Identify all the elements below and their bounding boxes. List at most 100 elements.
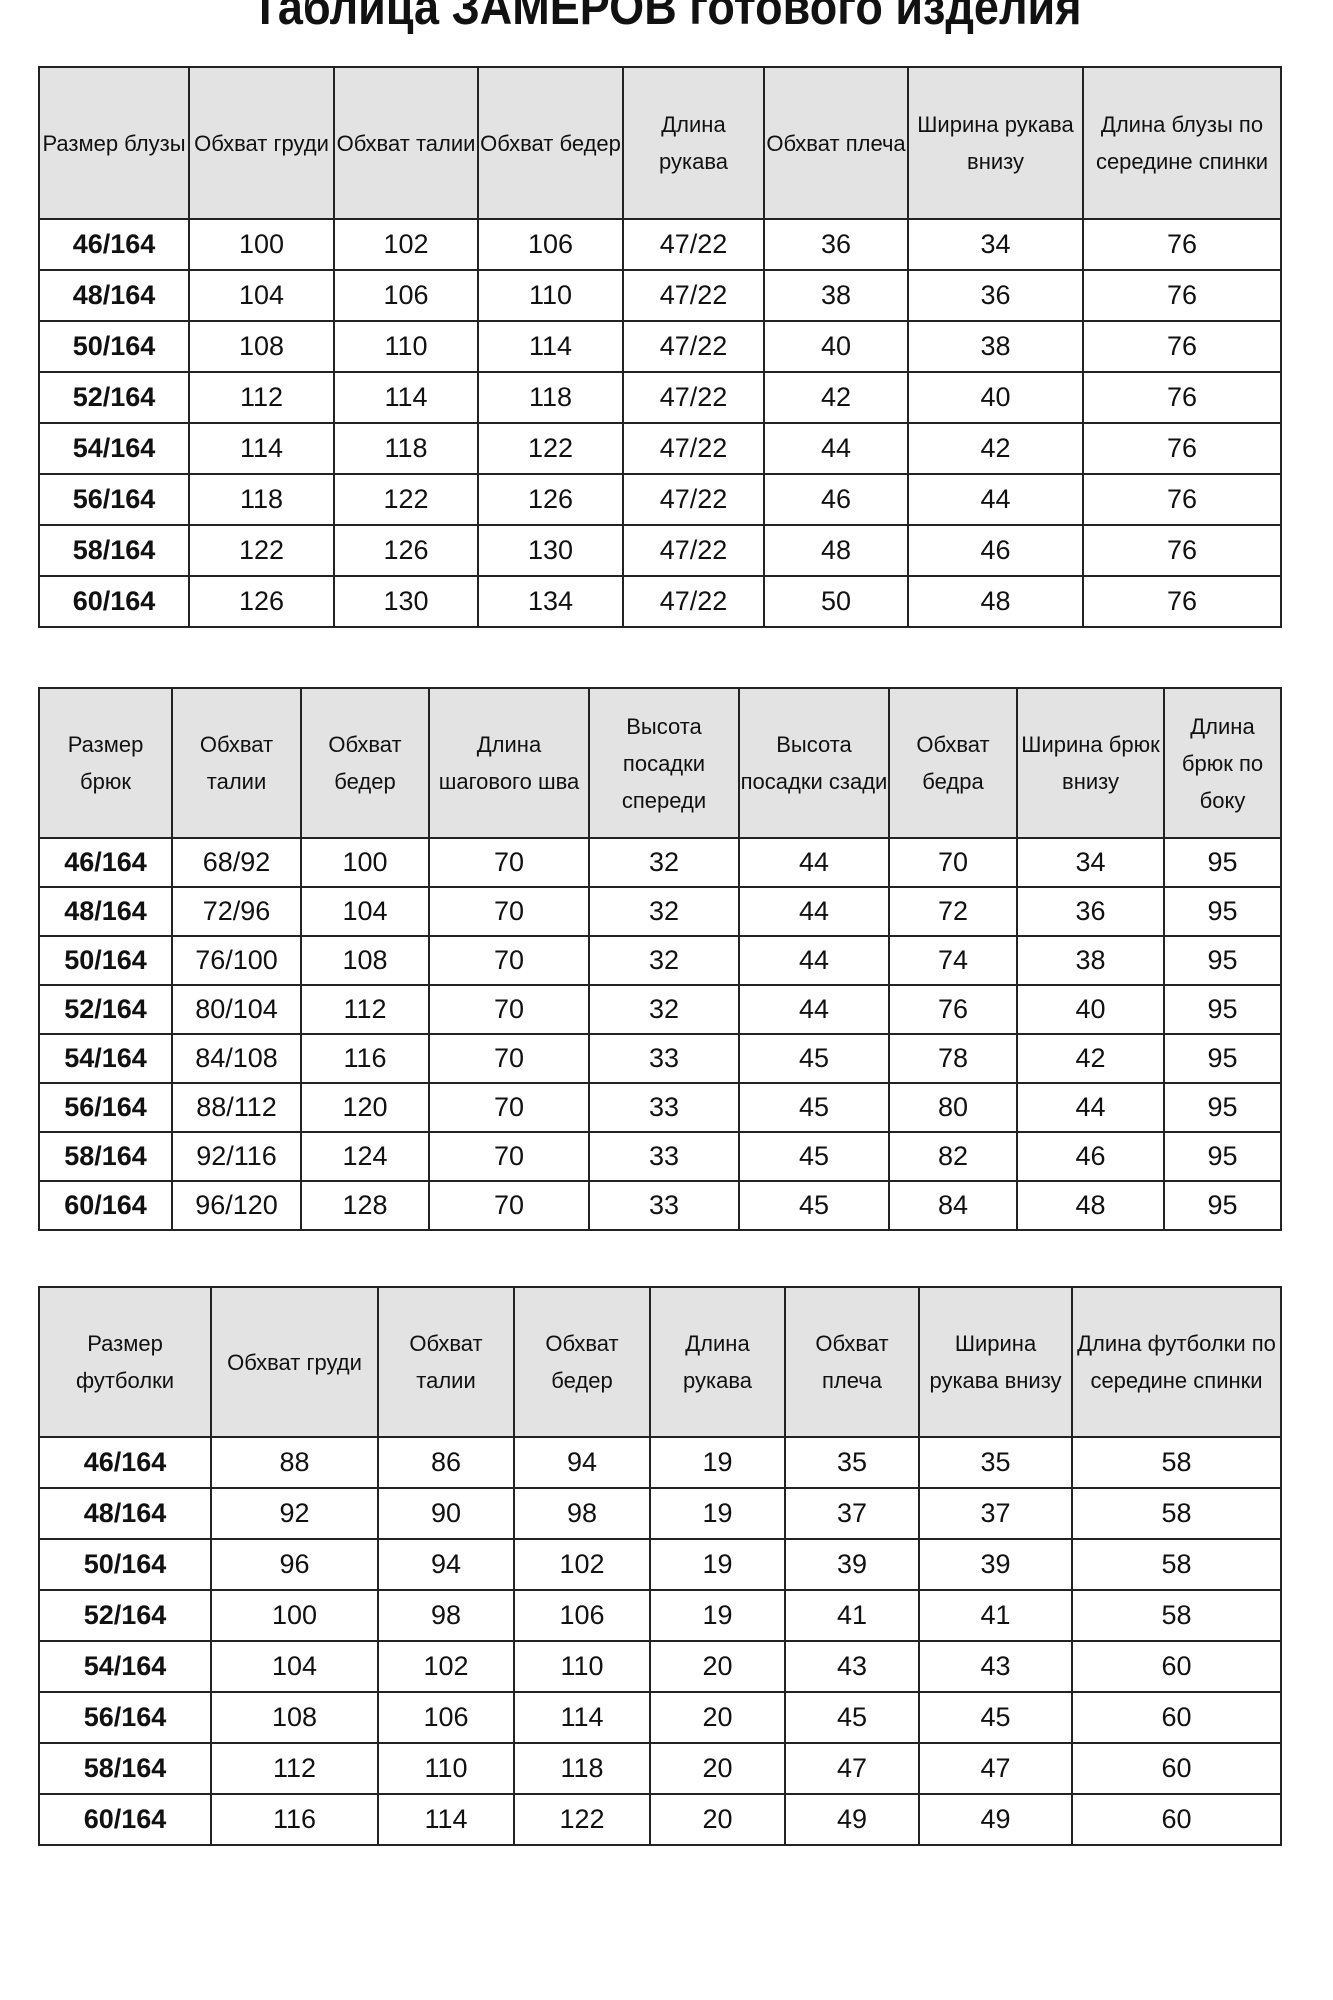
value-cell: 20 xyxy=(649,1742,786,1795)
column-header: Обхват плеча xyxy=(763,66,909,220)
value-cell: 126 xyxy=(333,524,479,577)
value-cell: 32 xyxy=(588,886,740,937)
value-cell: 76 xyxy=(1082,422,1282,475)
value-cell: 112 xyxy=(188,371,335,424)
value-cell: 110 xyxy=(477,269,624,322)
table-row: 50/164 76/100 108 70 32 44 74 38 95 xyxy=(38,935,1282,986)
value-cell: 82 xyxy=(888,1131,1018,1182)
value-cell: 118 xyxy=(333,422,479,475)
value-cell: 32 xyxy=(588,837,740,888)
table-row: 52/164 100 98 106 19 41 41 58 xyxy=(38,1589,1282,1642)
value-cell: 68/92 xyxy=(171,837,302,888)
value-cell: 118 xyxy=(477,371,624,424)
value-cell: 47/22 xyxy=(622,422,765,475)
value-cell: 33 xyxy=(588,1082,740,1133)
value-cell: 114 xyxy=(333,371,479,424)
trousers-measurements-table: Размер брюк Обхват талии Обхват бедер Длина… xyxy=(38,687,1282,1231)
column-header: Размер блузы xyxy=(38,66,190,220)
value-cell: 122 xyxy=(333,473,479,526)
column-header: Обхват бедер xyxy=(300,687,430,839)
header-row: Размер брюк Обхват талии Обхват бедер Длина… xyxy=(38,687,1282,839)
table-row: 46/164 100 102 106 47/22 36 34 76 xyxy=(38,218,1282,271)
value-cell: 47/22 xyxy=(622,371,765,424)
value-cell: 96 xyxy=(210,1538,379,1591)
value-cell: 95 xyxy=(1163,1131,1282,1182)
value-cell: 37 xyxy=(918,1487,1073,1540)
value-cell: 43 xyxy=(784,1640,920,1693)
value-cell: 72/96 xyxy=(171,886,302,937)
table-row: 50/164 108 110 114 47/22 40 38 76 xyxy=(38,320,1282,373)
value-cell: 126 xyxy=(477,473,624,526)
size-cell: 46/164 xyxy=(38,1436,212,1489)
table-row: 58/164 122 126 130 47/22 48 46 76 xyxy=(38,524,1282,577)
value-cell: 76 xyxy=(1082,524,1282,577)
value-cell: 106 xyxy=(377,1691,515,1744)
value-cell: 48 xyxy=(907,575,1084,628)
value-cell: 90 xyxy=(377,1487,515,1540)
size-cell: 54/164 xyxy=(38,1640,212,1693)
value-cell: 60 xyxy=(1071,1691,1282,1744)
value-cell: 95 xyxy=(1163,837,1282,888)
value-cell: 39 xyxy=(918,1538,1073,1591)
value-cell: 38 xyxy=(763,269,909,322)
column-header: Длина брюк по боку xyxy=(1163,687,1282,839)
value-cell: 72 xyxy=(888,886,1018,937)
table-row: 60/164 126 130 134 47/22 50 48 76 xyxy=(38,575,1282,628)
value-cell: 76/100 xyxy=(171,935,302,986)
size-cell: 52/164 xyxy=(38,1589,212,1642)
value-cell: 70 xyxy=(428,886,590,937)
value-cell: 116 xyxy=(300,1033,430,1084)
value-cell: 58 xyxy=(1071,1436,1282,1489)
value-cell: 32 xyxy=(588,984,740,1035)
value-cell: 76 xyxy=(1082,371,1282,424)
value-cell: 20 xyxy=(649,1691,786,1744)
table-row: 46/164 88 86 94 19 35 35 58 xyxy=(38,1436,1282,1489)
value-cell: 48 xyxy=(763,524,909,577)
size-cell: 54/164 xyxy=(38,1033,173,1084)
size-cell: 52/164 xyxy=(38,984,173,1035)
table-row: 48/164 104 106 110 47/22 38 36 76 xyxy=(38,269,1282,322)
value-cell: 43 xyxy=(918,1640,1073,1693)
value-cell: 44 xyxy=(907,473,1084,526)
value-cell: 95 xyxy=(1163,1033,1282,1084)
column-header: Ширина рукава внизу xyxy=(918,1286,1073,1438)
value-cell: 84/108 xyxy=(171,1033,302,1084)
value-cell: 42 xyxy=(1016,1033,1165,1084)
value-cell: 122 xyxy=(188,524,335,577)
value-cell: 84 xyxy=(888,1180,1018,1231)
value-cell: 122 xyxy=(513,1793,651,1846)
size-cell: 56/164 xyxy=(38,1691,212,1744)
column-header: Обхват бедер xyxy=(513,1286,651,1438)
table-row: 54/164 84/108 116 70 33 45 78 42 95 xyxy=(38,1033,1282,1084)
value-cell: 104 xyxy=(210,1640,379,1693)
value-cell: 80 xyxy=(888,1082,1018,1133)
column-header: Ширина брюк внизу xyxy=(1016,687,1165,839)
value-cell: 94 xyxy=(513,1436,651,1489)
value-cell: 36 xyxy=(907,269,1084,322)
value-cell: 38 xyxy=(1016,935,1165,986)
size-cell: 50/164 xyxy=(38,320,190,373)
value-cell: 40 xyxy=(763,320,909,373)
column-header: Длина футболки по середине спинки xyxy=(1071,1286,1282,1438)
value-cell: 45 xyxy=(784,1691,920,1744)
column-header: Длина шагового шва xyxy=(428,687,590,839)
page-title: Таблица ЗАМЕРОВ готового изделия xyxy=(251,0,1082,35)
table-row: 56/164 88/112 120 70 33 45 80 44 95 xyxy=(38,1082,1282,1133)
value-cell: 88 xyxy=(210,1436,379,1489)
size-cell: 54/164 xyxy=(38,422,190,475)
value-cell: 122 xyxy=(477,422,624,475)
value-cell: 35 xyxy=(784,1436,920,1489)
value-cell: 44 xyxy=(738,837,890,888)
value-cell: 70 xyxy=(888,837,1018,888)
value-cell: 110 xyxy=(333,320,479,373)
value-cell: 76 xyxy=(1082,320,1282,373)
value-cell: 47/22 xyxy=(622,320,765,373)
value-cell: 34 xyxy=(1016,837,1165,888)
value-cell: 86 xyxy=(377,1436,515,1489)
value-cell: 37 xyxy=(784,1487,920,1540)
value-cell: 94 xyxy=(377,1538,515,1591)
value-cell: 32 xyxy=(588,935,740,986)
value-cell: 98 xyxy=(377,1589,515,1642)
size-cell: 46/164 xyxy=(38,218,190,271)
value-cell: 19 xyxy=(649,1436,786,1489)
